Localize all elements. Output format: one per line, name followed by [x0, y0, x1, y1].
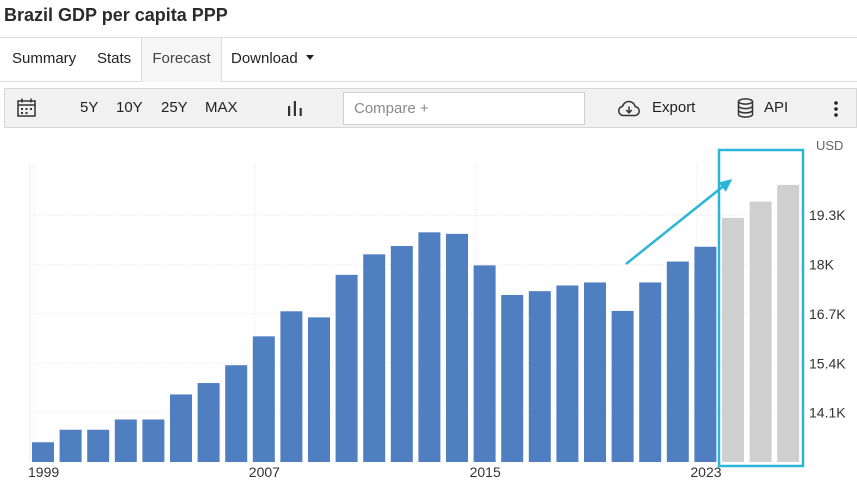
chart-type-icon[interactable] — [287, 100, 303, 116]
y-tick-label: 15.4K — [809, 355, 846, 371]
range-25y-button[interactable]: 25Y — [161, 99, 188, 116]
tab-download-label: Download — [231, 50, 298, 67]
x-tick-label: 2015 — [470, 464, 501, 480]
bar-actual — [501, 294, 524, 462]
y-axis-unit: USD — [816, 138, 843, 153]
bar-actual — [418, 232, 441, 462]
gdp-bar-chart: 1999 2007 2015 2023 14.1K 15.4K 16.7K 18K 19.3K… — [28, 138, 846, 480]
x-tick-label: 2007 — [249, 464, 280, 480]
page-title: Brazil GDP per capita PPP — [4, 5, 228, 25]
bar-actual — [308, 317, 330, 462]
chart-bars — [32, 184, 800, 463]
bar-actual — [142, 419, 165, 462]
title-bar: Brazil GDP per capita PPP — [0, 0, 857, 38]
y-axis-labels: 14.1K 15.4K 16.7K 18K 19.3K — [809, 207, 846, 420]
tab-download[interactable]: Download — [231, 38, 314, 82]
chart-gridlines — [29, 164, 806, 462]
x-tick-label: 1999 — [28, 464, 59, 480]
bar-actual — [694, 246, 717, 462]
x-tick-label: 2023 — [690, 464, 721, 480]
tab-forecast[interactable]: Forecast — [141, 38, 222, 82]
api-label: API — [764, 99, 789, 116]
bar-actual — [32, 442, 54, 462]
bar-actual — [556, 285, 579, 462]
bar-actual — [473, 265, 496, 462]
bar-forecast — [777, 184, 800, 463]
tab-stats[interactable]: Stats — [97, 50, 132, 67]
bar-actual — [225, 365, 248, 462]
database-icon — [737, 98, 754, 118]
chart-toolbar: 5Y 10Y 25Y MAX Compare + Export API — [4, 88, 857, 128]
trend-arrow-line — [625, 183, 727, 265]
bar-actual — [446, 233, 468, 462]
bar-actual — [611, 310, 634, 462]
y-tick-label: 18K — [809, 257, 835, 273]
forecast-highlight-box — [717, 148, 805, 468]
bar-actual — [584, 282, 606, 462]
export-button[interactable]: Export — [617, 89, 699, 127]
bar-actual — [252, 336, 275, 462]
bar-forecast — [749, 201, 772, 463]
bar-actual — [390, 245, 413, 462]
range-5y-button[interactable]: 5Y — [80, 99, 99, 116]
trend-arrow-head-icon — [718, 179, 733, 192]
bar-forecast — [722, 217, 744, 462]
x-axis-labels: 1999 2007 2015 2023 — [28, 464, 722, 480]
y-tick-label: 14.1K — [809, 405, 846, 421]
bar-actual — [170, 394, 192, 462]
bar-actual — [666, 261, 689, 462]
y-tick-label: 19.3K — [809, 207, 846, 223]
bar-actual — [639, 282, 662, 462]
range-max-button[interactable]: MAX — [205, 99, 238, 116]
api-button[interactable]: API — [735, 89, 795, 127]
bar-actual — [280, 311, 303, 462]
compare-input[interactable]: Compare + — [343, 92, 585, 125]
range-10y-button[interactable]: 10Y — [116, 99, 143, 116]
caret-down-icon — [305, 54, 314, 60]
tab-bar: Summary Stats Forecast Download — [0, 37, 857, 82]
more-options-icon[interactable] — [833, 100, 839, 118]
tab-summary[interactable]: Summary — [12, 50, 77, 67]
calendar-icon[interactable] — [17, 98, 36, 117]
cloud-download-icon — [618, 100, 640, 117]
bar-actual — [528, 291, 551, 462]
bar-actual — [114, 419, 137, 462]
bar-actual — [59, 429, 82, 462]
y-tick-label: 16.7K — [809, 306, 846, 322]
export-label: Export — [652, 99, 696, 116]
bar-actual — [87, 429, 110, 462]
bar-actual — [363, 254, 386, 462]
bar-actual — [197, 383, 220, 462]
bar-actual — [335, 274, 358, 462]
